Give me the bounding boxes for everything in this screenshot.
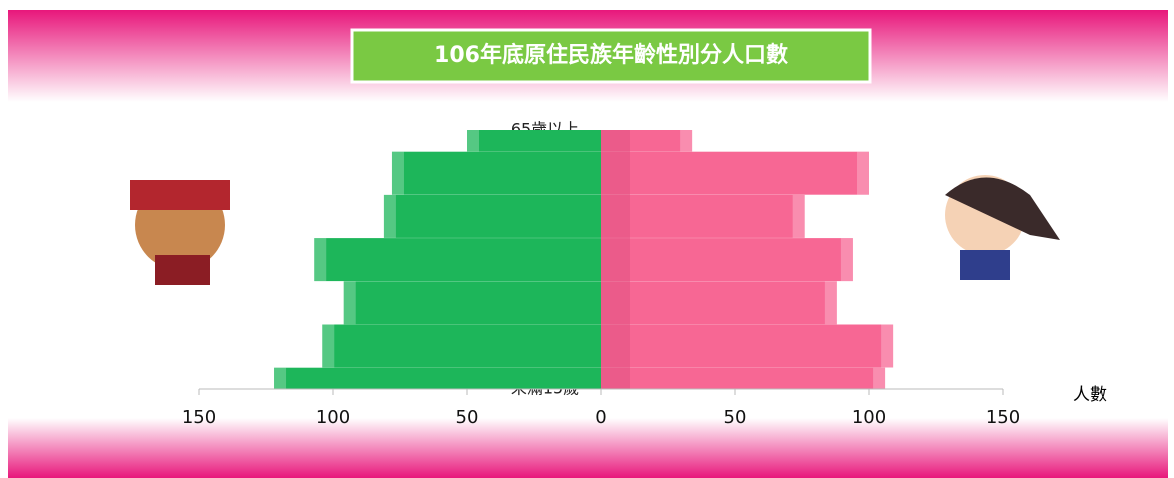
bar-bevel: [343, 281, 356, 325]
x-tick-label: 150: [182, 407, 216, 428]
bar: [467, 130, 601, 152]
x-tick-label: 100: [852, 407, 886, 428]
bottom-band: [8, 418, 1168, 478]
bar-bevel: [322, 324, 335, 368]
x-tick-label: 0: [595, 407, 606, 428]
female-figure: [945, 175, 1060, 280]
x-tick-label: 100: [316, 407, 350, 428]
x-tick-label: 50: [724, 407, 747, 428]
bar: [274, 367, 601, 389]
bar-bevel: [881, 324, 894, 368]
chart-title: 106年底原住民族年齡性別分人口數: [434, 42, 788, 68]
bar: [601, 151, 869, 195]
title-box: [350, 28, 872, 84]
bar: [601, 281, 837, 325]
bar: [314, 238, 601, 282]
bar-bevel: [391, 151, 404, 195]
bar: [383, 194, 601, 238]
bar-bevel: [840, 238, 853, 282]
bar-bevel: [857, 151, 869, 195]
bar-bevel: [824, 281, 837, 325]
bar-bevel: [873, 367, 886, 389]
bar: [601, 324, 894, 368]
bar-bevel: [792, 194, 805, 238]
x-tick-label: 50: [456, 407, 479, 428]
bar: [343, 281, 601, 325]
bar: [322, 324, 601, 368]
bar-bevel: [314, 238, 327, 282]
bar-bevel: [383, 194, 396, 238]
center-strip: [601, 130, 630, 389]
bar: [391, 151, 601, 195]
bar: [601, 238, 853, 282]
bar-bevel: [274, 367, 287, 389]
bar-bevel: [680, 130, 693, 152]
x-unit: 人數: [1073, 385, 1107, 405]
bar: [601, 367, 886, 389]
x-tick-label: 150: [986, 407, 1020, 428]
bar-bevel: [467, 130, 479, 152]
bar: [601, 194, 805, 238]
male-figure: [130, 180, 230, 285]
